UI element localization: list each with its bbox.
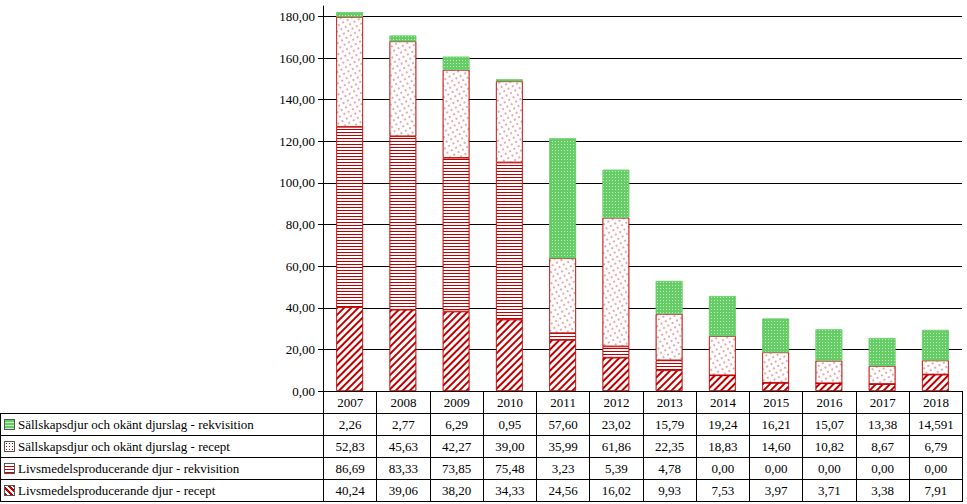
html-text:2011: 2011 [550, 394, 576, 410]
html-text:3,38: 3,38 [871, 482, 894, 498]
html-text:18,83: 18,83 [708, 438, 738, 454]
html-text:15,07: 15,07 [814, 416, 844, 432]
html-text:39,00: 39,00 [495, 438, 525, 454]
html-text:86,69: 86,69 [335, 460, 365, 476]
html-text:3,71: 3,71 [818, 482, 841, 498]
html-text:83,33: 83,33 [388, 460, 418, 476]
html-text:16,02: 16,02 [601, 482, 631, 498]
html-text:38,20: 38,20 [442, 482, 472, 498]
html-text:Sällskapsdjur och okänt djursl: Sällskapsdjur och okänt djurslag - recep… [18, 438, 230, 454]
html-text:7,53: 7,53 [711, 482, 735, 498]
html-text:2017: 2017 [869, 394, 896, 410]
html-text:61,86: 61,86 [601, 438, 631, 454]
html-text:75,48: 75,48 [495, 460, 525, 476]
html-text:Livsmedelsproducerande djur -: Livsmedelsproducerande djur - rekvisitio… [18, 460, 240, 476]
html-text:0,00: 0,00 [711, 460, 735, 476]
html-text:13,38: 13,38 [868, 416, 898, 432]
html-text:9,93: 9,93 [658, 482, 681, 498]
html-text:16,21: 16,21 [761, 416, 791, 432]
html-text:23,02: 23,02 [601, 416, 631, 432]
svg-text:60,00: 60,00 [286, 259, 315, 274]
svg-text:0,00: 0,00 [292, 384, 315, 399]
html-text:0,00: 0,00 [764, 460, 788, 476]
html-text:15,79: 15,79 [655, 416, 685, 432]
html-text:2007: 2007 [337, 394, 364, 410]
html-text:2008: 2008 [390, 394, 417, 410]
html-text:0,00: 0,00 [818, 460, 841, 476]
svg-text:100,00: 100,00 [279, 175, 315, 190]
html-text:45,63: 45,63 [388, 438, 418, 454]
html-text:35,99: 35,99 [548, 438, 578, 454]
svg-text:140,00: 140,00 [279, 92, 315, 107]
html-text:6,79: 6,79 [924, 438, 948, 454]
svg-text:180,00: 180,00 [279, 9, 315, 24]
html-text:52,83: 52,83 [335, 438, 365, 454]
html-text:24,56: 24,56 [548, 482, 578, 498]
html-text:10,82: 10,82 [814, 438, 844, 454]
html-text:57,60: 57,60 [548, 416, 578, 432]
html-text:14,60: 14,60 [761, 438, 791, 454]
html-text:0,00: 0,00 [871, 460, 894, 476]
html-text:22,35: 22,35 [655, 438, 685, 454]
html-text:2016: 2016 [816, 394, 843, 410]
html-text:39,06: 39,06 [388, 482, 418, 498]
html-text:73,85: 73,85 [442, 460, 472, 476]
html-text:5,39: 5,39 [605, 460, 628, 476]
html-text:40,24: 40,24 [335, 482, 365, 498]
html-text:2009: 2009 [443, 394, 470, 410]
html-text:2015: 2015 [763, 394, 790, 410]
html-text:4,78: 4,78 [658, 460, 681, 476]
html-text:2012: 2012 [603, 394, 630, 410]
svg-text:80,00: 80,00 [286, 217, 315, 232]
html-text:Sällskapsdjur och okänt djursl: Sällskapsdjur och okänt djurslag - rekvi… [18, 416, 254, 432]
html-text:2,26: 2,26 [338, 416, 362, 432]
html-text:2013: 2013 [656, 394, 683, 410]
html-text:Livsmedelsproducerande djur -: Livsmedelsproducerande djur - recept [18, 482, 216, 498]
html-text:34,33: 34,33 [495, 482, 525, 498]
html-text:2010: 2010 [496, 394, 523, 410]
html-text:3,23: 3,23 [551, 460, 575, 476]
svg-text:120,00: 120,00 [279, 134, 315, 149]
html-text:2014: 2014 [709, 394, 736, 410]
svg-text:160,00: 160,00 [279, 51, 315, 66]
html-text:0,95: 0,95 [498, 416, 522, 432]
html-text:8,67: 8,67 [871, 438, 894, 454]
html-text:14,591: 14,591 [918, 416, 954, 432]
svg-text:40,00: 40,00 [286, 300, 315, 315]
html-text:42,27: 42,27 [442, 438, 472, 454]
html-text:2,77: 2,77 [392, 416, 415, 432]
html-text:19,24: 19,24 [708, 416, 738, 432]
html-text:3,97: 3,97 [764, 482, 788, 498]
html-text:0,00: 0,00 [924, 460, 948, 476]
html-text:6,29: 6,29 [445, 416, 468, 432]
svg-text:20,00: 20,00 [286, 342, 315, 357]
html-text:7,91: 7,91 [924, 482, 948, 498]
html-text:2018: 2018 [922, 394, 949, 410]
